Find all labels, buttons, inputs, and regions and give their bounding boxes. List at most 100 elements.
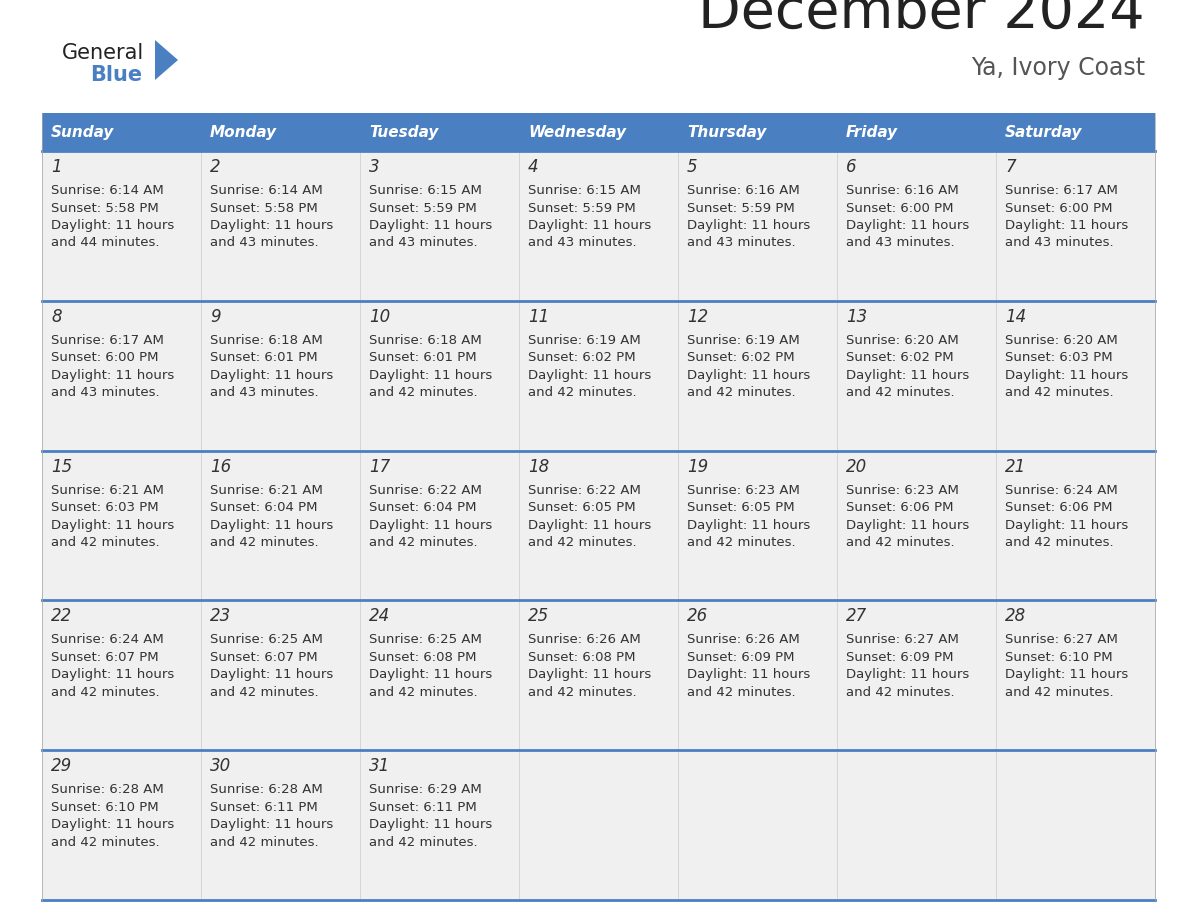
Text: Sunset: 6:08 PM: Sunset: 6:08 PM bbox=[369, 651, 476, 664]
Text: and 42 minutes.: and 42 minutes. bbox=[846, 686, 955, 699]
Text: Sunrise: 6:18 AM: Sunrise: 6:18 AM bbox=[210, 334, 323, 347]
Text: and 43 minutes.: and 43 minutes. bbox=[51, 386, 159, 399]
Text: Daylight: 11 hours: Daylight: 11 hours bbox=[687, 369, 810, 382]
Text: and 44 minutes.: and 44 minutes. bbox=[51, 237, 159, 250]
Text: 23: 23 bbox=[210, 608, 232, 625]
Text: Tuesday: Tuesday bbox=[369, 125, 438, 140]
Bar bbox=[42, 600, 201, 750]
Bar bbox=[678, 151, 838, 301]
Text: Sunrise: 6:16 AM: Sunrise: 6:16 AM bbox=[687, 184, 800, 197]
Text: and 42 minutes.: and 42 minutes. bbox=[527, 536, 637, 549]
Bar bbox=[996, 301, 1155, 451]
Bar bbox=[838, 600, 996, 750]
Bar bbox=[838, 151, 996, 301]
Text: 6: 6 bbox=[846, 158, 857, 176]
Text: Sunset: 6:07 PM: Sunset: 6:07 PM bbox=[210, 651, 317, 664]
Text: Sunset: 6:00 PM: Sunset: 6:00 PM bbox=[846, 201, 954, 215]
Text: Daylight: 11 hours: Daylight: 11 hours bbox=[527, 519, 651, 532]
Polygon shape bbox=[154, 40, 178, 80]
Text: Sunset: 6:02 PM: Sunset: 6:02 PM bbox=[527, 352, 636, 364]
Text: Sunrise: 6:15 AM: Sunrise: 6:15 AM bbox=[527, 184, 640, 197]
Text: Blue: Blue bbox=[90, 65, 143, 85]
Text: 4: 4 bbox=[527, 158, 538, 176]
Text: Daylight: 11 hours: Daylight: 11 hours bbox=[846, 519, 969, 532]
Text: Sunset: 6:10 PM: Sunset: 6:10 PM bbox=[1005, 651, 1113, 664]
Text: Sunrise: 6:17 AM: Sunrise: 6:17 AM bbox=[51, 334, 164, 347]
Text: 27: 27 bbox=[846, 608, 867, 625]
Text: 11: 11 bbox=[527, 308, 549, 326]
Bar bbox=[519, 451, 678, 600]
Bar bbox=[201, 451, 360, 600]
Bar bbox=[996, 750, 1155, 900]
Text: Daylight: 11 hours: Daylight: 11 hours bbox=[1005, 369, 1129, 382]
Bar bbox=[42, 750, 201, 900]
Text: 20: 20 bbox=[846, 457, 867, 476]
Text: and 43 minutes.: and 43 minutes. bbox=[687, 237, 796, 250]
Text: Sunrise: 6:24 AM: Sunrise: 6:24 AM bbox=[1005, 484, 1118, 497]
Text: Sunset: 6:03 PM: Sunset: 6:03 PM bbox=[51, 501, 159, 514]
Text: Sunrise: 6:27 AM: Sunrise: 6:27 AM bbox=[1005, 633, 1118, 646]
Text: and 42 minutes.: and 42 minutes. bbox=[210, 835, 318, 849]
Text: Sunset: 6:08 PM: Sunset: 6:08 PM bbox=[527, 651, 636, 664]
Text: Sunset: 6:09 PM: Sunset: 6:09 PM bbox=[687, 651, 795, 664]
Text: and 42 minutes.: and 42 minutes. bbox=[210, 686, 318, 699]
Bar bbox=[678, 750, 838, 900]
Text: Sunrise: 6:17 AM: Sunrise: 6:17 AM bbox=[1005, 184, 1118, 197]
Text: 21: 21 bbox=[1005, 457, 1026, 476]
Text: Daylight: 11 hours: Daylight: 11 hours bbox=[687, 219, 810, 232]
Text: Saturday: Saturday bbox=[1005, 125, 1082, 140]
Text: Sunset: 6:03 PM: Sunset: 6:03 PM bbox=[1005, 352, 1113, 364]
Bar bbox=[201, 113, 360, 151]
Text: Sunrise: 6:21 AM: Sunrise: 6:21 AM bbox=[51, 484, 164, 497]
Text: and 42 minutes.: and 42 minutes. bbox=[527, 386, 637, 399]
Text: Sunrise: 6:26 AM: Sunrise: 6:26 AM bbox=[527, 633, 640, 646]
Text: and 42 minutes.: and 42 minutes. bbox=[1005, 686, 1113, 699]
Text: Daylight: 11 hours: Daylight: 11 hours bbox=[846, 668, 969, 681]
Text: and 42 minutes.: and 42 minutes. bbox=[1005, 386, 1113, 399]
Text: Sunrise: 6:21 AM: Sunrise: 6:21 AM bbox=[210, 484, 323, 497]
Text: Sunrise: 6:16 AM: Sunrise: 6:16 AM bbox=[846, 184, 959, 197]
Text: 19: 19 bbox=[687, 457, 708, 476]
Text: 22: 22 bbox=[51, 608, 72, 625]
Text: 3: 3 bbox=[369, 158, 380, 176]
Text: Daylight: 11 hours: Daylight: 11 hours bbox=[1005, 219, 1129, 232]
Text: and 42 minutes.: and 42 minutes. bbox=[51, 835, 159, 849]
Bar bbox=[201, 600, 360, 750]
Text: Daylight: 11 hours: Daylight: 11 hours bbox=[210, 519, 334, 532]
Text: Daylight: 11 hours: Daylight: 11 hours bbox=[846, 219, 969, 232]
Bar bbox=[996, 113, 1155, 151]
Text: Ya, Ivory Coast: Ya, Ivory Coast bbox=[971, 56, 1145, 80]
Bar bbox=[42, 151, 201, 301]
Text: 7: 7 bbox=[1005, 158, 1016, 176]
Text: Sunset: 5:59 PM: Sunset: 5:59 PM bbox=[687, 201, 795, 215]
Bar bbox=[42, 301, 201, 451]
Text: Sunset: 6:02 PM: Sunset: 6:02 PM bbox=[687, 352, 795, 364]
Text: 26: 26 bbox=[687, 608, 708, 625]
Text: and 42 minutes.: and 42 minutes. bbox=[51, 536, 159, 549]
Text: Daylight: 11 hours: Daylight: 11 hours bbox=[51, 219, 175, 232]
Text: Sunset: 6:05 PM: Sunset: 6:05 PM bbox=[527, 501, 636, 514]
Text: Sunset: 5:58 PM: Sunset: 5:58 PM bbox=[210, 201, 317, 215]
Text: 10: 10 bbox=[369, 308, 390, 326]
Text: Daylight: 11 hours: Daylight: 11 hours bbox=[527, 219, 651, 232]
Text: Sunrise: 6:23 AM: Sunrise: 6:23 AM bbox=[687, 484, 800, 497]
Bar bbox=[838, 301, 996, 451]
Text: Sunrise: 6:22 AM: Sunrise: 6:22 AM bbox=[527, 484, 640, 497]
Bar bbox=[519, 600, 678, 750]
Text: Sunset: 6:01 PM: Sunset: 6:01 PM bbox=[369, 352, 476, 364]
Bar bbox=[519, 750, 678, 900]
Bar bbox=[678, 301, 838, 451]
Bar bbox=[996, 151, 1155, 301]
Text: Sunset: 6:00 PM: Sunset: 6:00 PM bbox=[51, 352, 158, 364]
Text: and 42 minutes.: and 42 minutes. bbox=[210, 536, 318, 549]
Text: Sunrise: 6:15 AM: Sunrise: 6:15 AM bbox=[369, 184, 482, 197]
Bar bbox=[519, 151, 678, 301]
Bar bbox=[360, 113, 519, 151]
Text: 30: 30 bbox=[210, 757, 232, 775]
Text: Sunrise: 6:18 AM: Sunrise: 6:18 AM bbox=[369, 334, 482, 347]
Text: Sunday: Sunday bbox=[51, 125, 114, 140]
Text: Daylight: 11 hours: Daylight: 11 hours bbox=[527, 369, 651, 382]
Text: Daylight: 11 hours: Daylight: 11 hours bbox=[1005, 519, 1129, 532]
Bar bbox=[996, 600, 1155, 750]
Text: 13: 13 bbox=[846, 308, 867, 326]
